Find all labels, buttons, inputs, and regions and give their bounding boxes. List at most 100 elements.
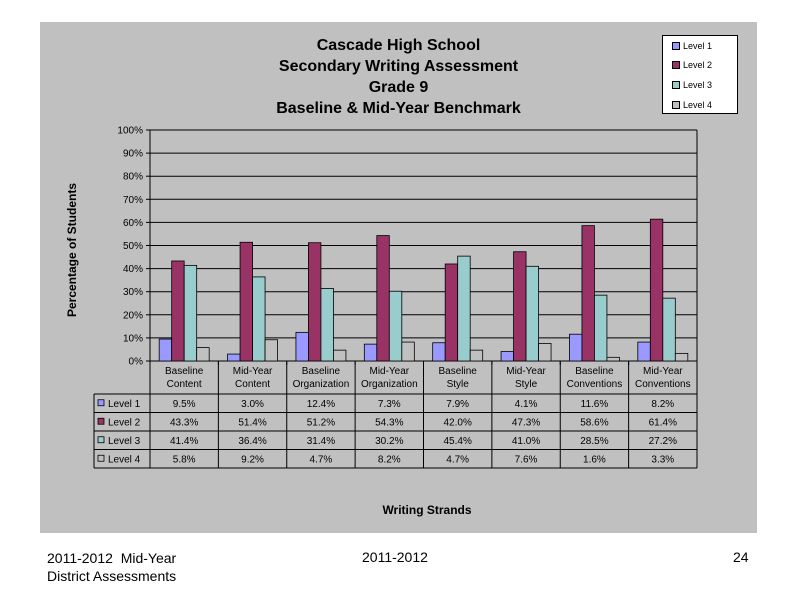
x-tick-label: Organization [293, 379, 350, 390]
footer-center: 2011-2012 [362, 549, 428, 565]
table-cell: 41.0% [512, 436, 540, 447]
table-cell: 3.0% [241, 399, 264, 410]
x-tick-label: Baseline [165, 366, 204, 377]
x-tick-label: Conventions [567, 379, 623, 390]
y-tick-label: 90% [123, 149, 143, 160]
bar-level-1 [158, 338, 173, 362]
y-tick-label: 50% [123, 241, 143, 252]
x-tick-label: Content [167, 379, 202, 390]
x-tick-label: Mid-Year [369, 366, 409, 377]
chart-title-line-2: Secondary Writing Assessment [278, 58, 519, 75]
chart-title-line-3: Grade 9 [368, 79, 429, 96]
legend-label-level-1: Level 1 [683, 41, 713, 51]
y-tick-label: 20% [123, 310, 143, 321]
x-tick-label: Organization [361, 379, 418, 390]
bar-level-2 [171, 260, 185, 362]
chart-legend: Level 1 Level 2 Level 3 Level 4 [662, 35, 738, 114]
table-row-header: Level 2 [108, 417, 141, 428]
x-tick-label: Mid-Year [233, 366, 273, 377]
table-cell: 54.3% [375, 417, 403, 428]
legend-item-level-4: Level 4 [672, 99, 712, 111]
y-tick-label: 0% [129, 357, 144, 368]
table-cell: 4.1% [515, 399, 538, 410]
table-cell: 27.2% [649, 436, 677, 447]
table-row-header: Level 3 [108, 436, 141, 447]
table-cell: 30.2% [375, 436, 403, 447]
y-tick-label: 100% [117, 126, 143, 137]
bar-level-1 [363, 343, 378, 362]
bar-level-3 [662, 297, 676, 362]
table-cell: 9.2% [241, 454, 264, 465]
bar-level-2 [649, 218, 664, 362]
y-tick-label: 40% [123, 264, 143, 275]
bar-level-3 [320, 288, 334, 362]
legend-label-level-3: Level 3 [683, 80, 713, 90]
page-number: 24 [733, 549, 749, 565]
bar-level-2 [308, 242, 322, 362]
bar-level-4 [401, 341, 415, 362]
bar-level-1 [569, 333, 583, 362]
table-cell: 47.3% [512, 417, 540, 428]
table-cell: 28.5% [580, 436, 608, 447]
y-axis-label: Percentage of Students [65, 182, 79, 318]
legend-swatch-level-3 [672, 80, 680, 89]
bar-level-3 [388, 290, 403, 362]
bar-level-3 [525, 265, 539, 362]
bar-level-3 [594, 294, 608, 362]
bar-level-3 [252, 276, 266, 362]
legend-label-level-2: Level 2 [683, 60, 713, 70]
x-tick-label: Baseline [575, 366, 614, 377]
table-cell: 8.2% [378, 454, 401, 465]
y-tick-label: 30% [123, 287, 143, 298]
chart-title-line-4: Baseline & Mid-Year Benchmark [276, 100, 521, 117]
bar-level-3 [457, 255, 471, 362]
table-cell: 58.6% [580, 417, 608, 428]
legend-label-level-4: Level 4 [683, 100, 713, 110]
bar-level-2 [513, 251, 527, 362]
table-cell: 7.3% [378, 399, 401, 410]
table-cell: 45.4% [444, 436, 472, 447]
table-cell: 3.3% [651, 454, 674, 465]
bar-level-1 [500, 351, 514, 362]
table-legend-swatch [97, 454, 105, 462]
x-tick-label: Baseline [439, 366, 478, 377]
table-legend-swatch [97, 436, 105, 444]
table-cell: 42.0% [444, 417, 472, 428]
x-tick-label: Mid-Year [643, 366, 683, 377]
bar-level-3 [183, 264, 198, 362]
table-cell: 31.4% [307, 436, 335, 447]
table-cell: 61.4% [649, 417, 677, 428]
bar-level-4 [674, 352, 689, 362]
table-cell: 11.6% [581, 399, 609, 410]
chart-title-line-1: Cascade High School [316, 37, 481, 54]
legend-swatch-level-4 [672, 100, 680, 109]
legend-item-level-1: Level 1 [672, 40, 712, 52]
bar-level-1 [432, 342, 446, 362]
table-cell: 4.7% [446, 454, 469, 465]
table-cell: 12.4% [307, 399, 335, 410]
bar-level-1 [295, 331, 309, 362]
bar-level-1 [637, 341, 651, 362]
table-cell: 9.5% [173, 399, 196, 410]
bar-level-4 [538, 343, 552, 362]
table-cell: 8.2% [651, 399, 674, 410]
bar-level-2 [444, 263, 459, 362]
table-row-header: Level 1 [108, 399, 141, 410]
footer-left-line-1: 2011-2012 Mid-Year [47, 550, 177, 566]
x-tick-label: Content [235, 379, 270, 390]
table-legend-swatch [97, 399, 105, 407]
table-cell: 51.2% [307, 417, 335, 428]
bar-level-2 [239, 241, 253, 362]
bar-level-4 [333, 349, 347, 362]
y-tick-label: 70% [123, 195, 143, 206]
legend-swatch-level-1 [672, 41, 680, 50]
bar-level-2 [581, 225, 595, 362]
y-tick-label: 60% [123, 218, 143, 229]
bar-level-4 [469, 349, 484, 362]
legend-swatch-level-2 [672, 60, 680, 69]
table-cell: 7.6% [515, 454, 538, 465]
table-legend-swatch [97, 417, 105, 425]
table-row-header: Level 4 [108, 454, 141, 465]
x-tick-label: Conventions [635, 379, 691, 390]
legend-item-level-2: Level 2 [672, 59, 712, 71]
